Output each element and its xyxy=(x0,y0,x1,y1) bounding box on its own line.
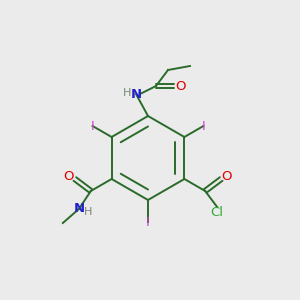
Text: I: I xyxy=(91,119,94,133)
Text: I: I xyxy=(202,119,205,133)
Text: N: N xyxy=(130,88,142,100)
Text: O: O xyxy=(64,170,74,184)
Text: Cl: Cl xyxy=(211,206,224,220)
Text: H: H xyxy=(84,207,92,217)
Text: H: H xyxy=(123,88,131,98)
Text: O: O xyxy=(175,80,185,92)
Text: O: O xyxy=(221,170,231,184)
Text: N: N xyxy=(73,202,84,215)
Text: I: I xyxy=(146,215,150,229)
